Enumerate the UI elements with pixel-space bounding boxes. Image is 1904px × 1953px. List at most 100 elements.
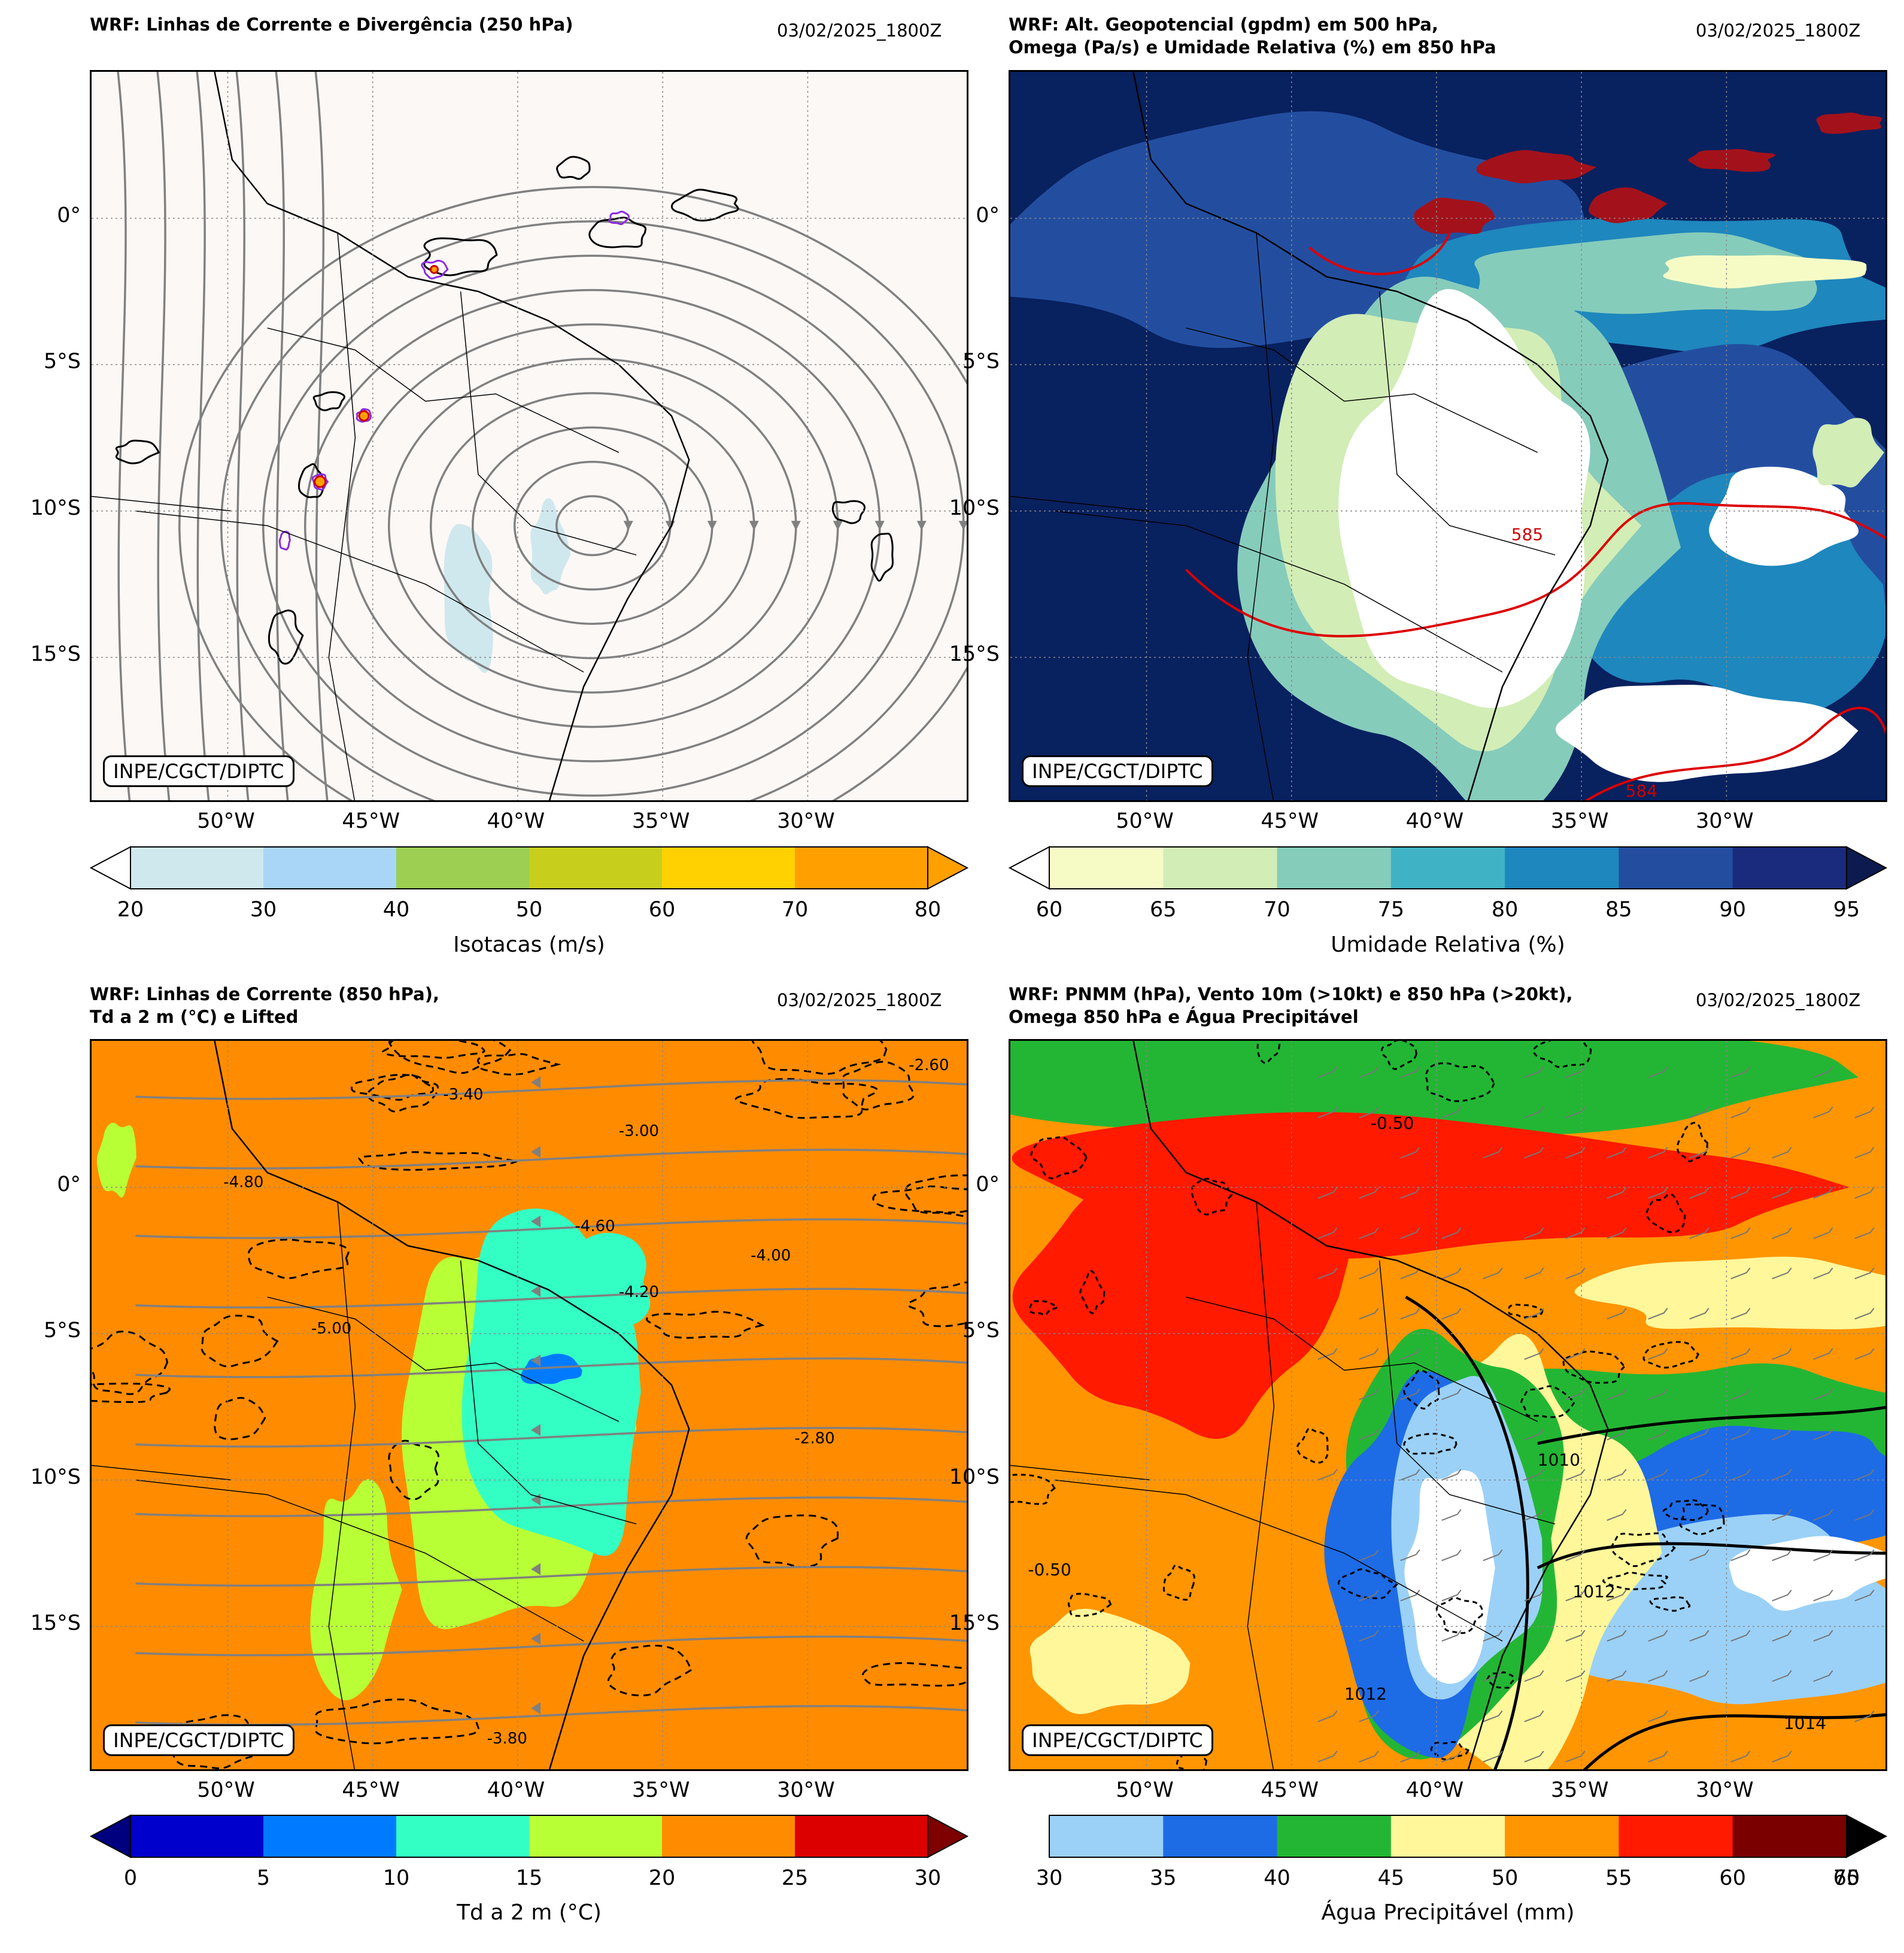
streamline-arrow [531, 1702, 540, 1715]
map-area [90, 70, 968, 802]
streamline [178, 186, 967, 800]
colorbar-over-extension [927, 846, 969, 890]
colorbar-tick-label: 20 [117, 898, 144, 922]
lifted-contour [745, 1514, 839, 1568]
panel-datetime: 03/02/2025_1800Z [1696, 20, 1861, 41]
wind-barb [1730, 1388, 1751, 1401]
wind-barb [1607, 1630, 1627, 1642]
colorbar-tick-label: 5 [256, 1866, 271, 1890]
state-border-0 [267, 1296, 620, 1422]
wind-barb [1441, 1549, 1462, 1562]
wind-barb [1689, 1630, 1709, 1642]
divergence-maximum [358, 410, 370, 422]
wind-barb [1317, 1751, 1338, 1763]
streamline-arrow [749, 521, 759, 531]
wind-barb [1854, 1147, 1875, 1159]
wind-barb [1730, 1308, 1751, 1320]
omega-patch [1589, 187, 1668, 223]
colorbar-bin [263, 847, 397, 889]
wind-barb [1648, 1187, 1668, 1199]
streamline [156, 72, 171, 800]
map-area: 1010 1012 1014 1012 -0.50 -0.50 [1009, 1039, 1887, 1771]
colorbar-tick-label: 35 [1150, 1866, 1177, 1890]
x-tick-label: 35°W [631, 809, 690, 833]
wind-barb [1359, 1549, 1379, 1562]
isobar [1536, 1542, 1885, 1569]
contour-label: 585 [1511, 525, 1543, 545]
streamline-arrow [623, 521, 633, 531]
streamline [196, 72, 210, 800]
wind-barb [1730, 1267, 1751, 1280]
omega-contour [1256, 1041, 1281, 1064]
state-border-3 [135, 511, 584, 673]
map-canvas: -2.60 -3.00 -3.40 -4.00 -4.20 -4.60 -4.80 -2.80… [92, 1041, 967, 1769]
lifted-contour [92, 1331, 169, 1395]
omega-patch [1816, 113, 1882, 134]
streamline [235, 72, 250, 800]
wind-barb [1607, 1308, 1627, 1320]
wind-barb [1359, 1308, 1379, 1320]
wind-barb [1607, 1428, 1627, 1441]
isotach-patch [530, 498, 571, 595]
wind-barb [1689, 1147, 1709, 1159]
wind-barb [1359, 1388, 1379, 1401]
colorbar-tick-label: 30 [914, 1866, 942, 1890]
state-border-2 [1378, 291, 1556, 555]
isobar [1405, 1295, 1529, 1769]
streamline-arrow [531, 1284, 540, 1297]
wind-barb [1400, 1388, 1420, 1401]
wind-barb [1648, 1630, 1668, 1642]
omega-patch [1688, 149, 1776, 172]
wind-barb [1648, 1066, 1668, 1079]
wind-barb [1854, 1227, 1875, 1240]
wind-barb [1524, 1066, 1544, 1079]
td-patch [310, 1479, 402, 1700]
streamline-arrow [531, 1632, 540, 1645]
credit-badge: INPE/CGCT/DIPTC [1022, 755, 1213, 787]
contour-label: 1012 [1344, 1684, 1387, 1704]
x-tick-label: 40°W [487, 1778, 545, 1802]
dry-area [1555, 685, 1859, 782]
state-border-1 [1247, 1201, 1275, 1769]
contour-label: 1014 [1784, 1714, 1826, 1733]
wind-barb [1441, 1509, 1462, 1521]
wind-barb [1317, 1227, 1338, 1240]
pw-band [1579, 1426, 1885, 1550]
streamline-arrow [707, 521, 717, 531]
wind-barb [1689, 1670, 1709, 1682]
wind-barb [1689, 1227, 1709, 1240]
wind-barb [1772, 1509, 1792, 1521]
state-border-4 [1010, 1465, 1151, 1481]
pw-band [1012, 1164, 1350, 1439]
wind-barb [1565, 1469, 1586, 1481]
wind-barb [1607, 1388, 1627, 1401]
lifted-contour [842, 1061, 915, 1111]
wind-barb [1772, 1147, 1792, 1159]
lifted-contour [734, 1078, 878, 1119]
colorbar-tick-label: 30 [1035, 1866, 1063, 1890]
y-tick-label: 5°S [44, 1319, 81, 1343]
lifted-contour [367, 1074, 439, 1113]
wind-barb [1400, 1308, 1420, 1320]
convergence-contour [421, 260, 449, 280]
wind-barb [1854, 1187, 1875, 1199]
y-tick-label: 10°S [949, 1465, 1000, 1489]
colorbar [1049, 1814, 1888, 1858]
colorbar-frame [1049, 846, 1847, 889]
wind-barb [1317, 1267, 1338, 1280]
x-tick-label: 50°W [197, 1778, 255, 1802]
colorbar-label: Isotacas (m/s) [453, 933, 605, 957]
wind-barb [1730, 1751, 1751, 1763]
map-area: -2.60 -3.00 -3.40 -4.00 -4.20 -4.60 -4.80 -2.80… [90, 1039, 968, 1771]
divergence-contour [312, 391, 345, 412]
colorbar-bin [1390, 1815, 1505, 1857]
wind-barb [1772, 1227, 1792, 1240]
y-tick-label: 15°S [949, 642, 1000, 667]
wind-barb [1854, 1308, 1875, 1320]
colorbar-tick-label: 55 [1605, 1866, 1632, 1890]
y-tick-label: 10°S [949, 496, 1000, 520]
wind-barb [1441, 1630, 1462, 1642]
wind-barb [1730, 1469, 1751, 1481]
y-tick-label: 0° [57, 203, 81, 227]
wind-barb [1400, 1751, 1420, 1763]
